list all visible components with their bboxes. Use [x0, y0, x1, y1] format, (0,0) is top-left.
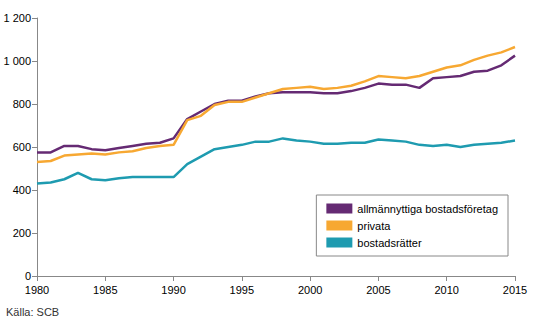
svg-text:2015: 2015	[503, 284, 527, 296]
svg-text:800: 800	[13, 98, 31, 110]
svg-text:400: 400	[13, 184, 31, 196]
svg-text:1 000: 1 000	[3, 55, 31, 67]
svg-text:privata: privata	[357, 220, 391, 232]
svg-text:600: 600	[13, 141, 31, 153]
svg-text:2010: 2010	[434, 284, 458, 296]
svg-text:1 200: 1 200	[3, 12, 31, 24]
svg-text:2005: 2005	[366, 284, 390, 296]
svg-text:0: 0	[25, 270, 31, 282]
svg-text:200: 200	[13, 227, 31, 239]
svg-text:1995: 1995	[230, 284, 254, 296]
svg-text:1980: 1980	[25, 284, 49, 296]
svg-text:1985: 1985	[93, 284, 117, 296]
svg-text:2000: 2000	[298, 284, 322, 296]
svg-text:1990: 1990	[161, 284, 185, 296]
svg-text:allmännyttiga bostadsföretag: allmännyttiga bostadsföretag	[357, 203, 498, 215]
svg-text:Källa: SCB: Källa: SCB	[6, 306, 59, 318]
svg-text:bostadsrätter: bostadsrätter	[357, 237, 422, 249]
